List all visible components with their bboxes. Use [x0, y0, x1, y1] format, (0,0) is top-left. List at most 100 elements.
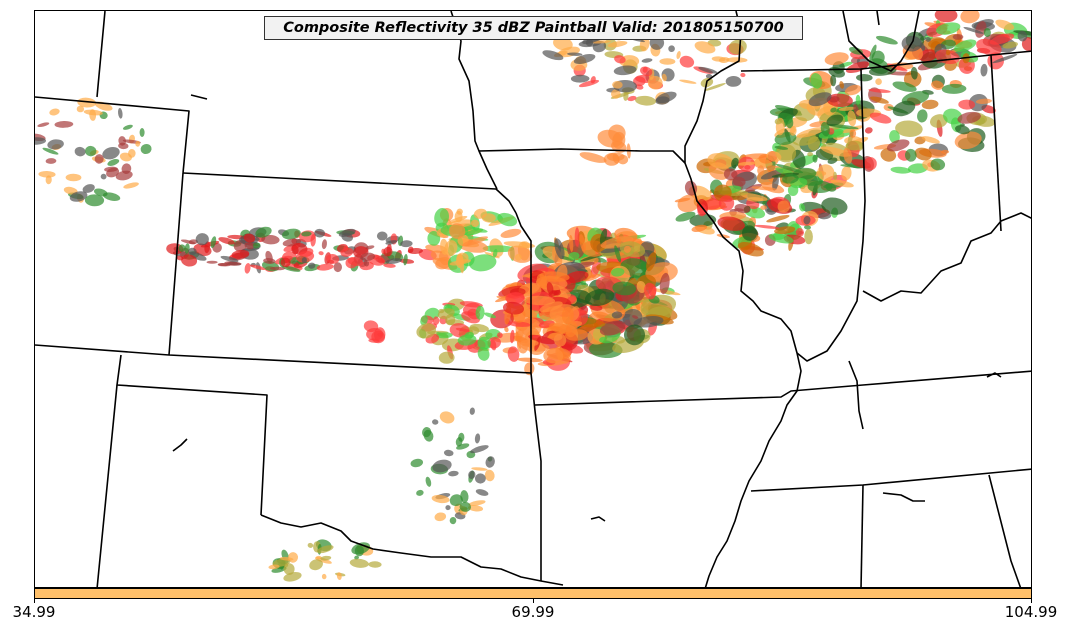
reflectivity-blob: [841, 166, 852, 181]
reflectivity-blob: [579, 234, 586, 252]
reflectivity-blob: [941, 83, 967, 94]
lake-small-2: [882, 492, 925, 502]
reflectivity-blob: [456, 443, 470, 450]
reflectivity-blob: [740, 192, 768, 202]
reflectivity-blob: [578, 79, 600, 88]
reflectivity-blob: [280, 257, 291, 268]
reflectivity-blob: [176, 255, 184, 261]
reflectivity-blob: [492, 248, 498, 258]
reflectivity-blob: [363, 259, 370, 267]
reflectivity-blob: [349, 558, 369, 568]
reflectivity-blob: [599, 336, 606, 343]
reflectivity-blob: [507, 346, 520, 362]
reflectivity-blob: [958, 99, 976, 110]
reflectivity-blob: [445, 314, 456, 326]
reflectivity-blob: [440, 238, 449, 255]
reflectivity-blob: [574, 227, 580, 247]
reflectivity-blob: [707, 153, 733, 169]
reflectivity-blob: [945, 49, 951, 56]
reflectivity-blob: [497, 332, 503, 339]
reflectivity-blob: [825, 183, 837, 192]
reflectivity-blob: [827, 157, 838, 164]
reflectivity-blob: [37, 122, 50, 127]
reflectivity-blob: [627, 95, 637, 102]
reflectivity-blob: [737, 241, 764, 257]
reflectivity-blob: [385, 258, 402, 265]
reflectivity-blob: [766, 215, 790, 223]
map-title: Composite Reflectivity 35 dBZ Paintball …: [264, 16, 803, 40]
reflectivity-blob: [282, 228, 301, 240]
reflectivity-blob: [830, 74, 837, 87]
reflectivity-blob: [821, 197, 848, 215]
reflectivity-blob: [679, 55, 695, 68]
reflectivity-blob: [340, 247, 354, 257]
reflectivity-blob: [847, 110, 857, 127]
reflectivity-blob: [268, 564, 280, 570]
reflectivity-blob: [438, 351, 455, 364]
lake-small-4: [590, 516, 606, 522]
reflectivity-blob: [210, 236, 217, 248]
reflectivity-blob: [774, 145, 789, 150]
reflectivity-blob: [467, 505, 484, 512]
reflectivity-blob: [420, 315, 428, 326]
reflectivity-blob: [341, 232, 354, 242]
reflectivity-blob: [940, 149, 950, 154]
radar-map: [35, 11, 1031, 587]
reflectivity-blob: [475, 305, 485, 320]
reflectivity-blob: [826, 93, 853, 108]
reflectivity-blob: [439, 411, 455, 424]
reflectivity-blob: [954, 131, 982, 150]
reflectivity-blob: [614, 245, 621, 263]
colorbar: [34, 588, 1032, 599]
reflectivity-blob: [795, 228, 804, 237]
reflectivity-blob: [655, 91, 677, 104]
border-illinois-indiana: [796, 68, 866, 362]
reflectivity-blob: [38, 170, 56, 178]
reflectivity-blob: [462, 236, 488, 247]
reflectivity-blob: [989, 33, 1015, 45]
reflectivity-blob: [799, 203, 806, 212]
reflectivity-blob: [772, 175, 779, 191]
reflectivity-blob: [104, 166, 118, 172]
reflectivity-blob: [93, 188, 108, 197]
colorbar-tick-2: [1031, 599, 1032, 603]
colorbar-tick-0: [34, 599, 35, 603]
reflectivity-blob: [592, 40, 607, 53]
reflectivity-blob: [432, 316, 440, 325]
reflectivity-blob: [582, 273, 601, 282]
reflectivity-blob: [115, 170, 133, 181]
reflectivity-blob: [123, 182, 139, 189]
reflectivity-blob: [427, 231, 441, 246]
border-indiana-ohio: [990, 54, 1002, 232]
reflectivity-blob: [42, 147, 59, 155]
reflectivity-blob: [178, 244, 186, 252]
reflectivity-blob: [771, 172, 800, 178]
reflectivity-blob: [422, 427, 432, 438]
reflectivity-blob: [321, 573, 327, 580]
reflectivity-blob: [497, 212, 518, 227]
reflectivity-blob: [524, 362, 535, 376]
lake-small-5: [190, 94, 208, 100]
reflectivity-blob: [732, 176, 746, 187]
reflectivity-blob: [127, 149, 136, 158]
reflectivity-blob: [443, 449, 454, 457]
reflectivity-blob: [824, 52, 849, 66]
reflectivity-blob: [880, 148, 897, 162]
border-arkansas-missouri: [534, 370, 1031, 406]
border-new-mexico: [96, 384, 118, 587]
colorbar-tick-label-mid: 69.99: [511, 603, 555, 621]
reflectivity-blob: [314, 228, 325, 238]
reflectivity-blob: [416, 323, 437, 339]
reflectivity-blob: [963, 26, 984, 34]
reflectivity-blob: [410, 458, 424, 468]
reflectivity-blob: [646, 252, 657, 272]
reflectivity-blob: [697, 204, 707, 217]
reflectivity-blob: [807, 152, 813, 157]
reflectivity-blob: [876, 35, 898, 45]
map-panel: Composite Reflectivity 35 dBZ Paintball …: [34, 10, 1032, 588]
reflectivity-blob: [434, 512, 447, 522]
reflectivity-blob: [309, 559, 323, 571]
reflectivity-blob: [830, 179, 854, 188]
reflectivity-blob: [400, 240, 413, 248]
reflectivity-blob: [844, 84, 862, 96]
